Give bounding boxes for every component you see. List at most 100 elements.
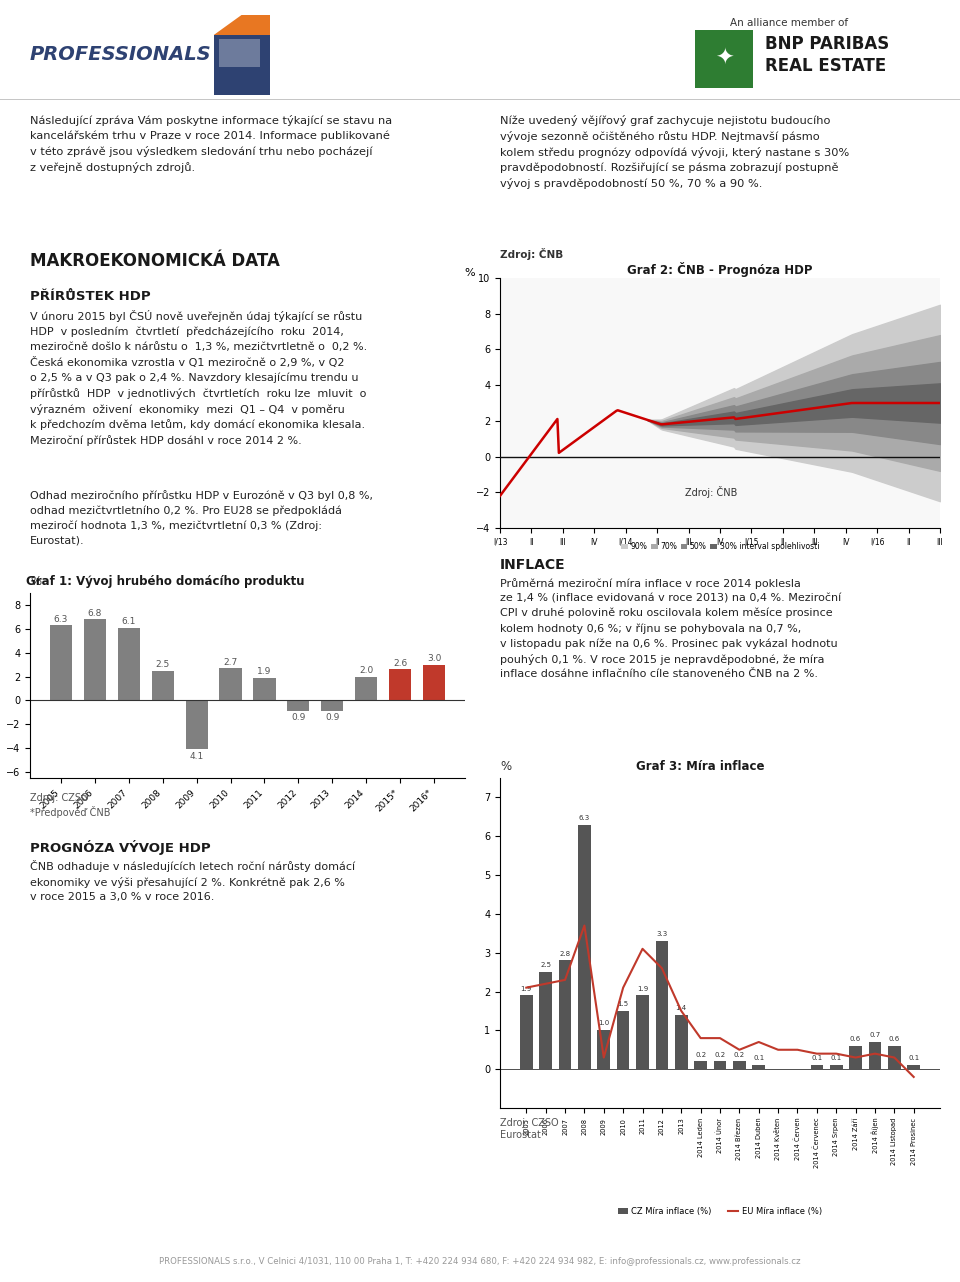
Text: 0.2: 0.2 [695, 1051, 707, 1058]
Bar [355, 677, 377, 700]
EU Míra inflace (%) [733, 1042, 745, 1058]
Text: 0.2: 0.2 [714, 1051, 726, 1058]
Text: PROFESSIONALS s.r.o., V Celnici 4/1031, 110 00 Praha 1, T: +420 224 934 680, F: : PROFESSIONALS s.r.o., V Celnici 4/1031, … [159, 1258, 801, 1267]
Text: 3.0: 3.0 [427, 654, 442, 663]
Bar [810, 1065, 823, 1069]
Text: 6.1: 6.1 [122, 617, 136, 626]
Text: Níže uvedený vějířový graf zachycuje nejistotu budoucího
vývoje sezonně očištěné: Níže uvedený vějířový graf zachycuje nej… [500, 115, 850, 188]
Text: An alliance member of: An alliance member of [730, 18, 848, 28]
Text: ČNB odhaduje v následujících letech roční nárůsty domácí
ekonomiky ve výši přesa: ČNB odhaduje v následujících letech ročn… [30, 860, 355, 903]
Text: MAKROEKONOMICKÁ DATA: MAKROEKONOMICKÁ DATA [30, 253, 280, 271]
EU Míra inflace (%) [753, 1035, 764, 1050]
Bar [578, 824, 590, 1069]
Bar [753, 1065, 765, 1069]
Text: 1.4: 1.4 [676, 1005, 686, 1011]
Bar [84, 619, 106, 700]
Bar [617, 1011, 630, 1069]
Text: Graf 3: Míra inflace: Graf 3: Míra inflace [636, 760, 764, 773]
Text: INFLACE: INFLACE [500, 558, 565, 572]
Text: ✦: ✦ [714, 49, 733, 69]
EU Míra inflace (%) [636, 941, 648, 956]
Bar [50, 626, 72, 700]
Bar [287, 700, 309, 712]
Text: Následující zpráva Vám poskytne informace týkající se stavu na
kancelářském trhu: Následující zpráva Vám poskytne informac… [30, 115, 392, 173]
Text: 0.9: 0.9 [325, 713, 340, 722]
Text: 0.7: 0.7 [870, 1032, 880, 1038]
Bar [869, 1042, 881, 1069]
EU Míra inflace (%) [908, 1069, 920, 1085]
Text: 6.3: 6.3 [54, 615, 68, 624]
Text: BNP PARIBAS
REAL ESTATE: BNP PARIBAS REAL ESTATE [765, 35, 889, 76]
EU Míra inflace (%) [540, 976, 551, 991]
Bar [907, 1065, 920, 1069]
Text: 0.6: 0.6 [889, 1036, 900, 1042]
Polygon shape [214, 12, 270, 35]
Bar [219, 38, 260, 67]
Bar [675, 1015, 687, 1069]
Text: PŘÍRŮSTEK HDP: PŘÍRŮSTEK HDP [30, 290, 151, 303]
Text: 6.3: 6.3 [579, 814, 590, 820]
Bar [540, 972, 552, 1069]
Text: 2.5: 2.5 [156, 660, 170, 669]
Text: Odhad meziročního přírůstku HDP v Eurozóně v Q3 byl 0,8 %,
odhad mezičtvrtletníh: Odhad meziročního přírůstku HDP v Eurozó… [30, 490, 373, 546]
Text: %: % [30, 576, 41, 588]
Text: %: % [465, 268, 475, 278]
Bar [830, 1065, 843, 1069]
Bar [520, 995, 533, 1069]
Bar [220, 668, 242, 700]
Text: PROFESSIONALS: PROFESSIONALS [30, 45, 211, 64]
Text: 4.1: 4.1 [189, 751, 204, 760]
Legend: 90%, 70%, 50%, 30% interval spolehlivosti: 90%, 70%, 50%, 30% interval spolehlivost… [618, 538, 822, 554]
Text: 0.1: 0.1 [811, 1055, 823, 1061]
EU Míra inflace (%) [773, 1042, 784, 1058]
Text: 0.6: 0.6 [850, 1036, 861, 1042]
Text: Page  3 / 12: Page 3 / 12 [839, 1227, 931, 1241]
EU Míra inflace (%) [520, 979, 532, 995]
EU Míra inflace (%) [560, 972, 571, 987]
Text: PROGNÓZA VÝVOJE HDP: PROGNÓZA VÝVOJE HDP [30, 840, 210, 855]
Text: Graf 2: ČNB - Prognóza HDP: Graf 2: ČNB - Prognóza HDP [627, 262, 813, 277]
Bar [850, 1046, 862, 1069]
Text: 3.3: 3.3 [657, 931, 667, 937]
EU Míra inflace (%) [811, 1046, 823, 1061]
Text: 2.7: 2.7 [224, 658, 238, 667]
Text: 0.1: 0.1 [753, 1055, 764, 1061]
EU Míra inflace (%) [714, 1031, 726, 1046]
Text: 6.8: 6.8 [87, 609, 102, 618]
Bar [322, 700, 344, 712]
EU Míra inflace (%) [579, 918, 590, 933]
Bar [423, 664, 445, 700]
Bar [253, 678, 276, 700]
Bar [713, 1061, 727, 1069]
Bar [185, 700, 207, 750]
Text: 2.0: 2.0 [359, 667, 373, 676]
Bar [636, 995, 649, 1069]
Text: 2.5: 2.5 [540, 963, 551, 968]
Text: 1.9: 1.9 [257, 668, 272, 677]
Text: 0.1: 0.1 [908, 1055, 920, 1061]
Bar [656, 941, 668, 1069]
Text: Zdroj: CZSO
Eurostat: Zdroj: CZSO Eurostat [500, 1118, 559, 1141]
EU Míra inflace (%) [792, 1042, 804, 1058]
EU Míra inflace (%) [695, 1031, 707, 1046]
EU Míra inflace (%) [889, 1050, 900, 1065]
Bar [152, 670, 174, 700]
Bar [888, 1046, 900, 1069]
EU Míra inflace (%) [676, 1004, 687, 1019]
Bar [118, 628, 140, 700]
Text: 1.9: 1.9 [520, 986, 532, 991]
Text: 1.0: 1.0 [598, 1020, 610, 1027]
Bar [597, 1031, 610, 1069]
Text: 2.8: 2.8 [560, 950, 570, 956]
Text: Graf 1: Vývoj hrubého domácího produktu: Graf 1: Vývoj hrubého domácího produktu [26, 576, 304, 588]
EU Míra inflace (%) [850, 1050, 861, 1065]
Text: 1.9: 1.9 [636, 986, 648, 991]
EU Míra inflace (%) [830, 1046, 842, 1061]
Text: Zdroj: ČNB: Zdroj: ČNB [500, 247, 564, 260]
Text: 0.1: 0.1 [830, 1055, 842, 1061]
Text: V únoru 2015 byl ČSÚ nově uveřejněn údaj týkající se růstu
HDP  v posledním  čtv: V únoru 2015 byl ČSÚ nově uveřejněn údaj… [30, 310, 368, 446]
EU Míra inflace (%) [656, 960, 667, 976]
Text: 2.6: 2.6 [394, 659, 407, 668]
EU Míra inflace (%) [598, 1050, 610, 1065]
Text: 0.2: 0.2 [733, 1051, 745, 1058]
